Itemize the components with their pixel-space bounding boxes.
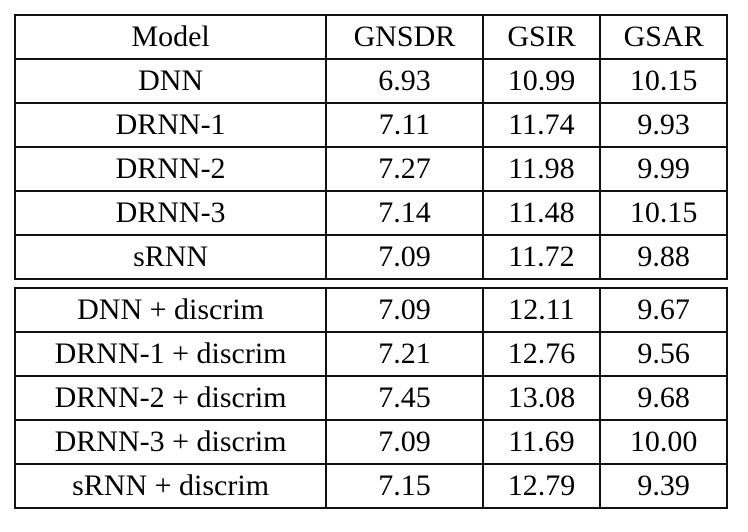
results-table-section-2: DNN + discrim 7.09 12.11 9.67 DRNN-1 + d… xyxy=(13,287,728,509)
gsar-cell: 9.56 xyxy=(599,331,728,377)
section-divider xyxy=(14,280,728,287)
table-row: DNN 6.93 10.99 10.15 xyxy=(13,58,728,104)
gsir-cell: 12.76 xyxy=(481,331,602,377)
model-cell: DRNN-1 xyxy=(13,102,328,148)
gnsdr-cell: 7.45 xyxy=(325,375,484,421)
gsar-cell: 9.39 xyxy=(599,463,728,509)
gnsdr-cell: 7.14 xyxy=(325,190,484,236)
gsir-cell: 11.98 xyxy=(481,146,602,192)
model-cell: DRNN-3 xyxy=(13,190,328,236)
model-cell: sRNN xyxy=(13,234,328,280)
gsar-cell: 9.68 xyxy=(599,375,728,421)
gnsdr-cell: 6.93 xyxy=(325,58,484,104)
model-cell: DNN xyxy=(13,58,328,104)
model-cell: DRNN-2 xyxy=(13,146,328,192)
gsar-cell: 9.88 xyxy=(599,234,728,280)
results-table: Model GNSDR GSIR GSAR DNN 6.93 10.99 10.… xyxy=(13,14,728,509)
gsir-cell: 11.69 xyxy=(481,419,602,465)
table-row: DRNN-2 + discrim 7.45 13.08 9.68 xyxy=(13,375,728,421)
model-cell: sRNN + discrim xyxy=(13,463,328,509)
gsir-cell: 11.74 xyxy=(481,102,602,148)
gnsdr-cell: 7.21 xyxy=(325,331,484,377)
gnsdr-cell: 7.15 xyxy=(325,463,484,509)
gsir-cell: 11.48 xyxy=(481,190,602,236)
header-cell-gsar: GSAR xyxy=(599,14,728,60)
header-cell-model: Model xyxy=(13,14,328,60)
results-table-section-1: Model GNSDR GSIR GSAR DNN 6.93 10.99 10.… xyxy=(13,14,728,280)
header-cell-gnsdr: GNSDR xyxy=(325,14,484,60)
gsar-cell: 10.15 xyxy=(599,58,728,104)
gnsdr-cell: 7.09 xyxy=(325,419,484,465)
gnsdr-cell: 7.11 xyxy=(325,102,484,148)
model-cell: DNN + discrim xyxy=(13,287,328,333)
table-row: DRNN-1 + discrim 7.21 12.76 9.56 xyxy=(13,331,728,377)
gsar-cell: 9.99 xyxy=(599,146,728,192)
gsar-cell: 10.00 xyxy=(599,419,728,465)
table-row: DRNN-2 7.27 11.98 9.99 xyxy=(13,146,728,192)
table-row: sRNN + discrim 7.15 12.79 9.39 xyxy=(13,463,728,509)
table-row: DRNN-3 + discrim 7.09 11.69 10.00 xyxy=(13,419,728,465)
gsir-cell: 10.99 xyxy=(481,58,602,104)
table-row: DRNN-1 7.11 11.74 9.93 xyxy=(13,102,728,148)
model-cell: DRNN-3 + discrim xyxy=(13,419,328,465)
gsir-cell: 12.11 xyxy=(481,287,602,333)
gnsdr-cell: 7.09 xyxy=(325,234,484,280)
gsir-cell: 13.08 xyxy=(481,375,602,421)
gnsdr-cell: 7.27 xyxy=(325,146,484,192)
table-row: DNN + discrim 7.09 12.11 9.67 xyxy=(13,287,728,333)
model-cell: DRNN-2 + discrim xyxy=(13,375,328,421)
header-row: Model GNSDR GSIR GSAR xyxy=(13,14,728,60)
gsar-cell: 9.93 xyxy=(599,102,728,148)
gsar-cell: 10.15 xyxy=(599,190,728,236)
table-row: DRNN-3 7.14 11.48 10.15 xyxy=(13,190,728,236)
table-row: sRNN 7.09 11.72 9.88 xyxy=(13,234,728,280)
model-cell: DRNN-1 + discrim xyxy=(13,331,328,377)
header-cell-gsir: GSIR xyxy=(481,14,602,60)
gnsdr-cell: 7.09 xyxy=(325,287,484,333)
gsir-cell: 11.72 xyxy=(481,234,602,280)
gsar-cell: 9.67 xyxy=(599,287,728,333)
gsir-cell: 12.79 xyxy=(481,463,602,509)
